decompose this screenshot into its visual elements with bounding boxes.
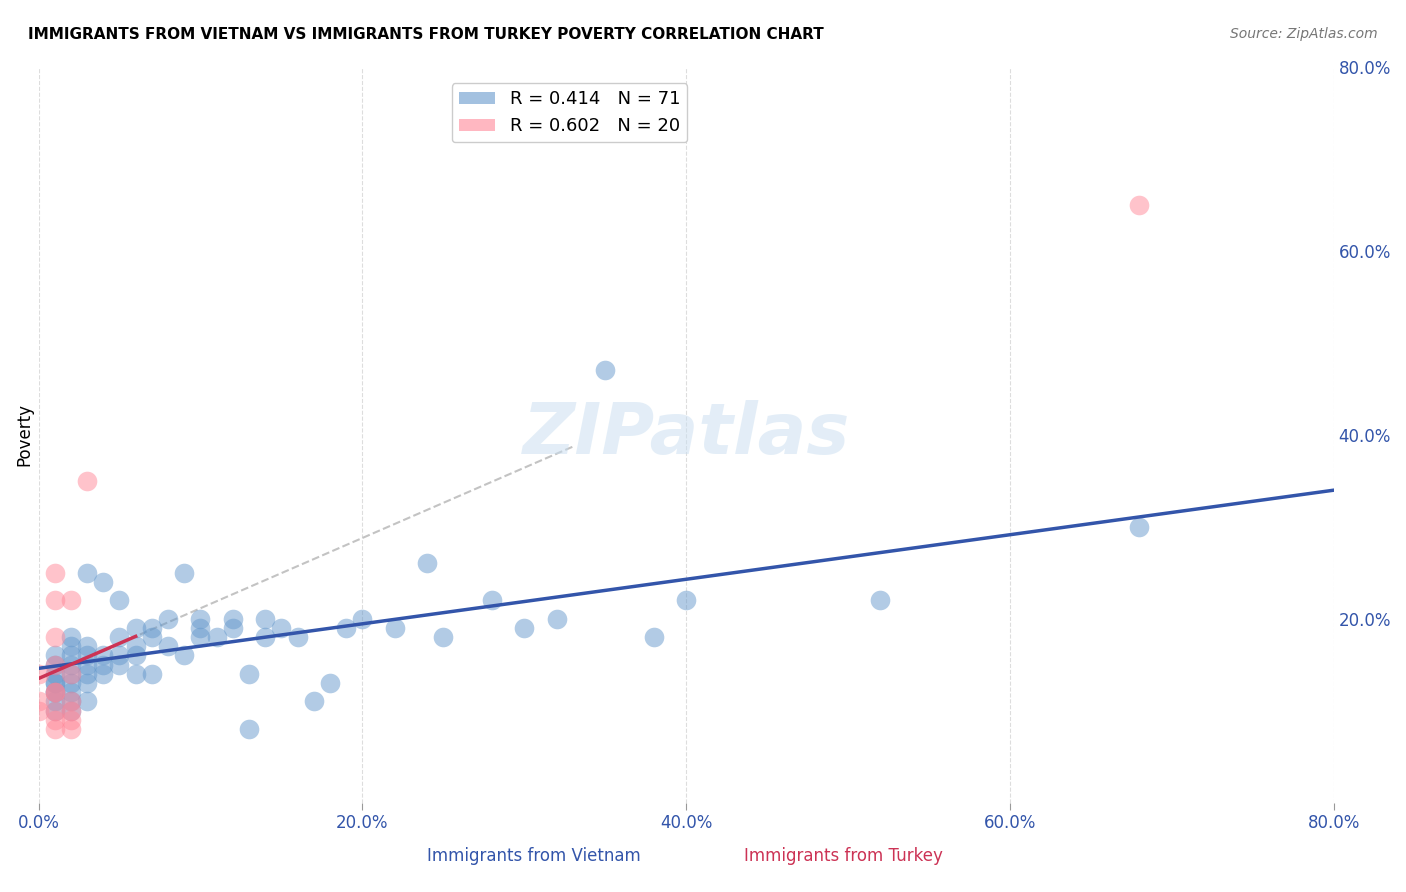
Point <box>675 593 697 607</box>
Point <box>76 566 98 580</box>
Point <box>190 621 212 635</box>
Point <box>76 657 98 672</box>
Point <box>59 593 82 607</box>
Point <box>108 593 131 607</box>
Point <box>27 666 49 681</box>
Point <box>869 593 891 607</box>
Point <box>254 630 277 644</box>
Y-axis label: Poverty: Poverty <box>15 403 32 467</box>
Point <box>76 676 98 690</box>
Point <box>44 704 66 718</box>
Point <box>44 657 66 672</box>
Point <box>270 621 292 635</box>
Point <box>76 666 98 681</box>
Point <box>190 630 212 644</box>
Point <box>157 611 180 625</box>
Point <box>76 648 98 663</box>
Point <box>76 474 98 488</box>
Point <box>44 630 66 644</box>
Point <box>59 704 82 718</box>
Point <box>44 676 66 690</box>
Point <box>44 685 66 699</box>
Text: ZIPatlas: ZIPatlas <box>523 401 849 469</box>
Point <box>141 630 163 644</box>
Text: Source: ZipAtlas.com: Source: ZipAtlas.com <box>1230 27 1378 41</box>
Point <box>44 685 66 699</box>
Point <box>173 566 195 580</box>
Point <box>44 713 66 727</box>
Point <box>238 722 260 736</box>
Point <box>44 685 66 699</box>
Point <box>44 666 66 681</box>
Point <box>432 630 454 644</box>
Point <box>59 676 82 690</box>
Point <box>59 704 82 718</box>
Point <box>190 611 212 625</box>
Point <box>416 557 439 571</box>
Text: IMMIGRANTS FROM VIETNAM VS IMMIGRANTS FROM TURKEY POVERTY CORRELATION CHART: IMMIGRANTS FROM VIETNAM VS IMMIGRANTS FR… <box>28 27 824 42</box>
Point <box>238 666 260 681</box>
Point <box>173 648 195 663</box>
Point <box>125 648 148 663</box>
Point <box>205 630 228 644</box>
Point <box>44 722 66 736</box>
Point <box>59 657 82 672</box>
Point <box>91 666 114 681</box>
Point <box>44 694 66 708</box>
Point <box>44 593 66 607</box>
Point <box>27 704 49 718</box>
Point <box>44 685 66 699</box>
Point <box>546 611 568 625</box>
Point <box>384 621 406 635</box>
Point <box>91 574 114 589</box>
Point <box>335 621 357 635</box>
Point <box>352 611 374 625</box>
Point <box>59 722 82 736</box>
Point <box>125 639 148 653</box>
Text: Immigrants from Turkey: Immigrants from Turkey <box>744 847 943 865</box>
Point <box>59 713 82 727</box>
Point <box>108 657 131 672</box>
Point <box>222 611 245 625</box>
Point <box>481 593 503 607</box>
Point <box>91 657 114 672</box>
Point <box>1128 519 1150 533</box>
Point <box>44 648 66 663</box>
Point <box>254 611 277 625</box>
Point <box>222 621 245 635</box>
Point <box>44 676 66 690</box>
Point <box>1128 197 1150 211</box>
Point <box>27 694 49 708</box>
Point <box>59 648 82 663</box>
Point <box>76 694 98 708</box>
Point <box>59 694 82 708</box>
Point <box>319 676 342 690</box>
Point <box>44 566 66 580</box>
Point <box>59 694 82 708</box>
Point <box>59 685 82 699</box>
Legend: R = 0.414   N = 71, R = 0.602   N = 20: R = 0.414 N = 71, R = 0.602 N = 20 <box>451 83 688 143</box>
Point <box>59 666 82 681</box>
Point <box>59 639 82 653</box>
Point <box>125 666 148 681</box>
Point <box>44 704 66 718</box>
Point <box>76 639 98 653</box>
Point <box>302 694 325 708</box>
Point <box>141 621 163 635</box>
Point <box>593 363 616 377</box>
Point <box>59 666 82 681</box>
Point <box>108 648 131 663</box>
Point <box>141 666 163 681</box>
Point <box>91 648 114 663</box>
Point <box>513 621 536 635</box>
Point <box>59 630 82 644</box>
Point <box>157 639 180 653</box>
Text: Immigrants from Vietnam: Immigrants from Vietnam <box>427 847 641 865</box>
Point <box>44 657 66 672</box>
Point <box>108 630 131 644</box>
Point <box>643 630 665 644</box>
Point <box>287 630 309 644</box>
Point <box>125 621 148 635</box>
